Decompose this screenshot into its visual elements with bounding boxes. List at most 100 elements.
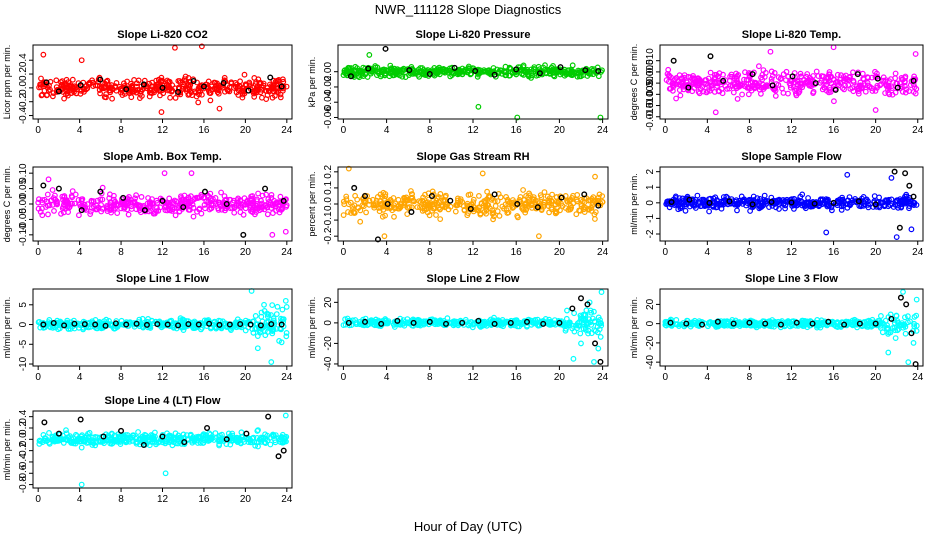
data-point: [433, 197, 440, 204]
x-tick-label: 12: [157, 125, 169, 136]
y-axis-label: ml/min per min.: [2, 419, 12, 481]
data-point: [772, 87, 779, 94]
x-tick-label: 4: [384, 372, 390, 383]
x-tick-label: 24: [912, 247, 924, 258]
data-point: [159, 78, 165, 84]
data-point: [345, 201, 352, 208]
data-point: [526, 199, 532, 206]
data-point: [769, 73, 776, 79]
data-point: [58, 210, 64, 217]
y-tick-label: 0: [645, 320, 656, 326]
reference-point: [536, 70, 543, 77]
reference-point: [240, 231, 247, 238]
y-tick-label: 2: [645, 168, 656, 174]
data-point: [673, 81, 680, 88]
data-point: [207, 190, 214, 197]
y-tick-label: 0.05: [18, 178, 29, 198]
reference-point: [534, 204, 541, 211]
data-point: [893, 234, 900, 241]
data-point: [45, 211, 51, 218]
data-point: [216, 84, 223, 91]
x-tick-label: 20: [554, 125, 566, 136]
data-point: [761, 73, 768, 80]
data-point: [144, 200, 151, 207]
reference-point: [220, 80, 227, 87]
data-points: [663, 44, 920, 116]
data-point: [263, 191, 270, 198]
data-point: [571, 310, 577, 317]
reference-point: [891, 168, 898, 175]
data-point: [567, 206, 574, 212]
data-point: [372, 200, 379, 207]
data-point: [474, 73, 481, 80]
data-point: [90, 198, 97, 205]
data-point: [734, 95, 741, 102]
reference-point: [902, 170, 909, 177]
data-point: [677, 92, 684, 99]
y-tick-label: -40: [645, 354, 656, 369]
data-point: [257, 201, 263, 208]
data-point: [508, 65, 514, 72]
data-point: [280, 76, 286, 83]
y-tick-label: -0.2: [323, 227, 334, 245]
data-points: [36, 43, 290, 115]
data-point: [670, 87, 676, 94]
data-point: [391, 213, 397, 220]
panel-4: Slope Amb. Box Temp.degrees C per min.0 4…: [2, 151, 293, 258]
reference-point: [874, 75, 881, 82]
reference-point: [55, 185, 62, 192]
data-point: [475, 103, 482, 110]
data-point: [756, 63, 762, 70]
reference-point: [812, 80, 819, 87]
data-point: [221, 193, 228, 200]
data-point: [63, 427, 69, 434]
data-point: [810, 90, 816, 96]
data-point: [775, 74, 782, 81]
data-point: [696, 76, 703, 83]
data-point: [366, 52, 373, 58]
data-point: [97, 90, 103, 97]
reference-point: [513, 66, 520, 73]
reference-point: [447, 197, 454, 204]
data-point: [171, 197, 178, 204]
data-point: [742, 69, 748, 76]
y-tick-label: -0.1: [323, 211, 334, 229]
reference-point: [897, 294, 904, 301]
data-point: [888, 83, 895, 90]
data-point: [268, 191, 275, 198]
data-point: [272, 201, 279, 208]
data-point: [397, 67, 404, 74]
data-point: [414, 204, 421, 211]
data-point: [340, 198, 347, 205]
y-axis-label: percent per min.: [307, 171, 317, 236]
y-tick-label: -0.04: [323, 90, 334, 113]
data-point: [489, 210, 496, 217]
x-tick-label: 24: [281, 247, 293, 258]
data-point: [416, 73, 423, 80]
reference-point: [384, 200, 391, 207]
data-point: [265, 196, 272, 203]
data-point: [826, 69, 833, 75]
data-points: [340, 45, 605, 121]
data-point: [185, 91, 192, 98]
x-tick-label: 16: [198, 494, 210, 505]
data-point: [872, 87, 879, 94]
data-point: [758, 90, 764, 97]
data-point: [559, 70, 566, 76]
data-point: [372, 63, 379, 69]
data-point: [97, 196, 104, 203]
reference-point: [769, 82, 776, 89]
data-point: [228, 79, 235, 86]
data-point: [419, 65, 426, 71]
data-point: [535, 233, 542, 240]
data-point: [525, 194, 532, 201]
plot-frame: [32, 410, 293, 489]
data-point: [514, 213, 521, 219]
data-point: [237, 78, 244, 85]
y-axis-label: ml/min per min.: [307, 297, 317, 359]
data-point: [862, 88, 869, 95]
panel-title: Slope Gas Stream RH: [416, 151, 529, 163]
x-tick-label: 0: [662, 125, 668, 136]
data-point: [483, 199, 489, 206]
